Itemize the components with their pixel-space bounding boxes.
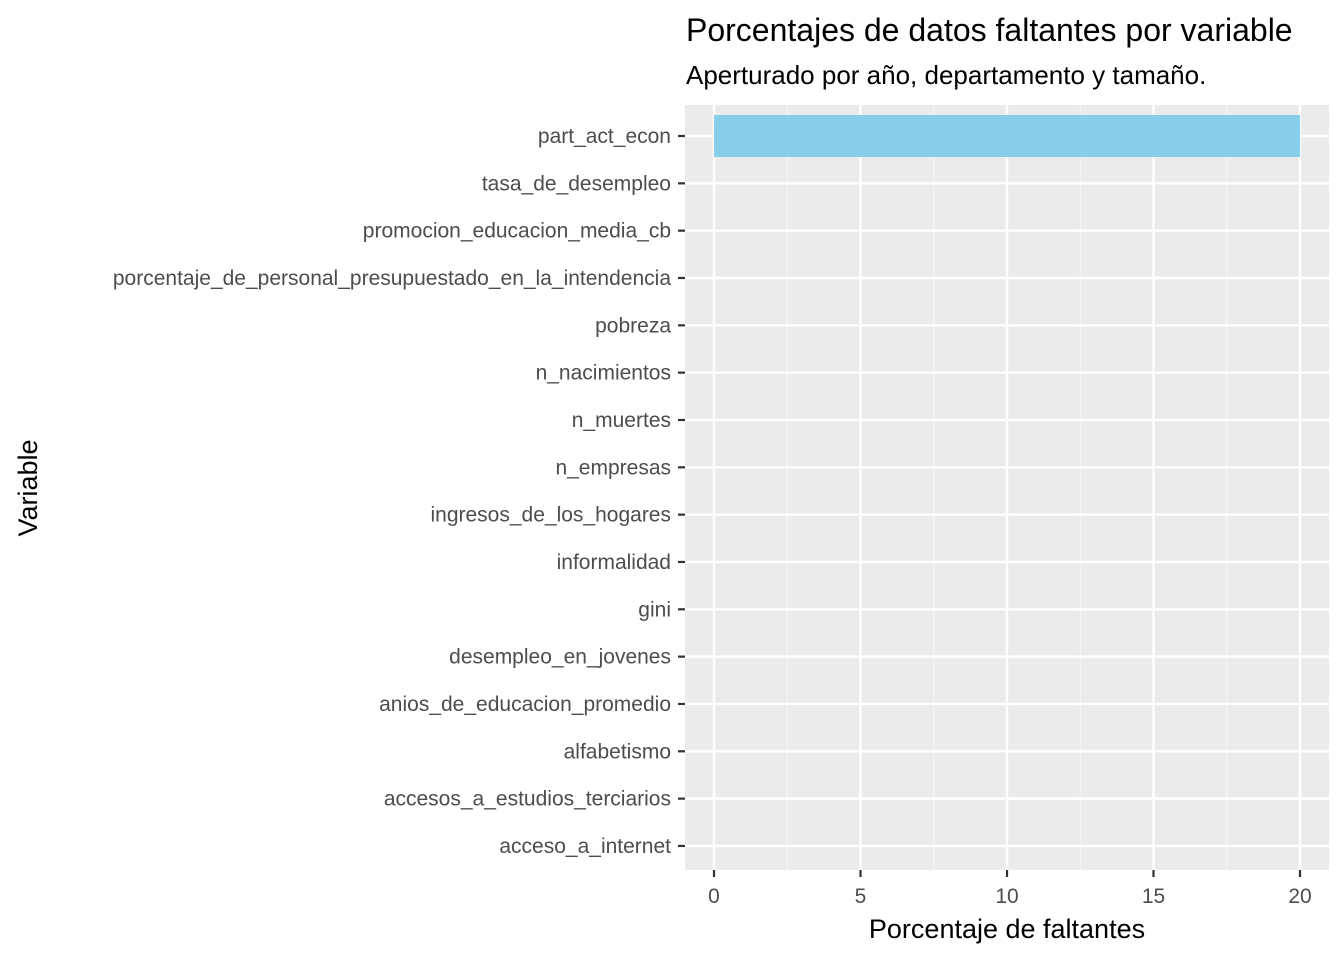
- y-tick-label: pobreza: [595, 314, 671, 337]
- y-tick-label: gini: [638, 598, 671, 621]
- bar-part_act_econ: [714, 115, 1300, 157]
- chart-subtitle: Aperturado por año, departamento y tamañ…: [686, 60, 1206, 90]
- y-tick-label: n_nacimientos: [536, 362, 671, 385]
- y-tick-label: n_empresas: [555, 456, 671, 479]
- x-axis: 0 5 10 15 20: [708, 870, 1312, 908]
- y-tick-label: accesos_a_estudios_terciarios: [384, 788, 671, 811]
- x-tick-label: 15: [1142, 885, 1165, 908]
- x-tick-label: 20: [1288, 885, 1311, 908]
- y-tick-label: n_muertes: [572, 409, 671, 432]
- y-tick-label: porcentaje_de_personal_presupuestado_en_…: [113, 267, 671, 290]
- y-tick-label: desempleo_en_jovenes: [449, 646, 671, 669]
- x-tick-label: 0: [708, 885, 720, 908]
- chart-title: Porcentajes de datos faltantes por varia…: [686, 12, 1293, 48]
- y-tick-label: tasa_de_desempleo: [482, 172, 671, 195]
- y-tick-label: anios_de_educacion_promedio: [379, 693, 671, 716]
- x-tick-label: 5: [855, 885, 867, 908]
- y-tick-label: alfabetismo: [564, 740, 671, 763]
- y-tick-label: ingresos_de_los_hogares: [430, 504, 671, 527]
- x-axis-title: Porcentaje de faltantes: [869, 914, 1145, 944]
- y-axis-title: Variable: [13, 439, 43, 536]
- y-tick-label: promocion_educacion_media_cb: [363, 220, 671, 243]
- y-tick-label: acceso_a_internet: [499, 835, 671, 858]
- bars: [714, 115, 1300, 157]
- y-tick-label: informalidad: [557, 551, 671, 574]
- x-tick-label: 10: [995, 885, 1018, 908]
- y-axis: part_act_econ tasa_de_desempleo promocion_…: [113, 125, 685, 858]
- y-tick-label: part_act_econ: [538, 125, 671, 148]
